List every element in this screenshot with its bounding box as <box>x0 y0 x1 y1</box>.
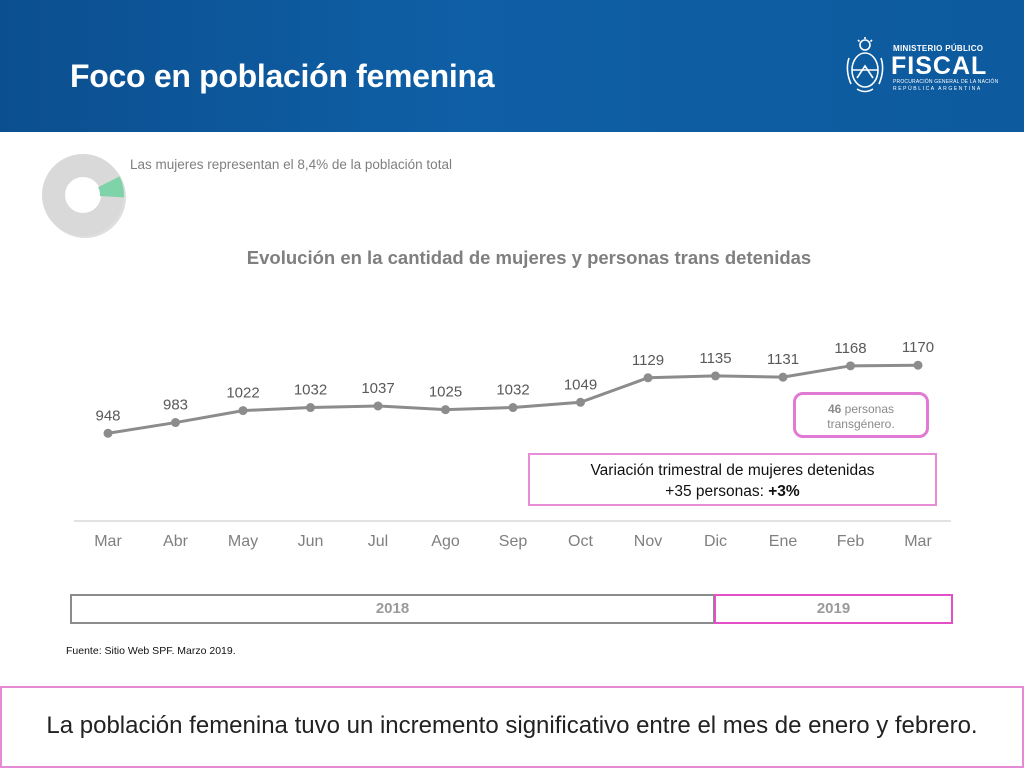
data-label-12: 1170 <box>902 339 934 356</box>
data-label-0: 948 <box>95 407 120 424</box>
data-label-7: 1049 <box>564 376 597 393</box>
data-label-10: 1131 <box>767 351 799 368</box>
data-label-1: 983 <box>163 397 188 414</box>
data-point-11 <box>846 361 855 371</box>
transgender-callout: 46 personas transgénero. <box>793 392 929 438</box>
data-label-5: 1025 <box>429 384 462 401</box>
coat-of-arms-icon <box>846 37 884 93</box>
donut-share-slice <box>98 176 124 198</box>
x-tick-label-5: Ago <box>431 533 460 550</box>
data-label-6: 1032 <box>496 382 529 399</box>
logo-line-ministerio: MINISTERIO PÚBLICO <box>893 44 984 53</box>
ministerio-logo: MINISTERIO PÚBLICO FISCAL PROCURACIÓN GE… <box>843 36 998 98</box>
x-tick-label-6: Sep <box>499 533 528 550</box>
x-tick-label-7: Oct <box>568 533 593 550</box>
x-tick-label-0: Mar <box>94 533 122 550</box>
chart-title: Evolución en la cantidad de mujeres y pe… <box>246 247 812 268</box>
data-point-3 <box>306 403 315 413</box>
conclusion-box: La población femenina tuvo un incremento… <box>0 686 1024 768</box>
logo-line-republica: REPÚBLICA ARGENTINA <box>893 86 982 92</box>
data-label-3: 1032 <box>294 382 327 399</box>
variation-line-1: Variación trimestral de mujeres detenida… <box>590 462 875 479</box>
x-tick-label-12: Mar <box>904 533 932 550</box>
data-point-10 <box>778 372 788 382</box>
logo-line-procuracion: PROCURACIÓN GENERAL DE LA NACIÓN <box>893 79 999 85</box>
period-2018: 2018 <box>70 594 715 624</box>
page-title: Foco en población femenina <box>70 58 495 94</box>
x-tick-label-11: Feb <box>837 533 865 550</box>
transgender-count: 46 <box>827 402 842 416</box>
data-label-2: 1022 <box>226 385 259 402</box>
x-tick-label-8: Nov <box>634 533 662 550</box>
transgender-text-1: personas <box>844 402 895 416</box>
data-point-1 <box>171 418 180 428</box>
data-point-0 <box>103 428 113 438</box>
source-note: Fuente: Sitio Web SPF. Marzo 2019. <box>66 645 236 657</box>
population-share-donut <box>42 154 126 238</box>
data-label-11: 1168 <box>834 340 866 357</box>
header-banner: Foco en población femenina MINISTERIO PÚ… <box>0 0 1024 132</box>
variation-persons: +35 personas: <box>665 483 769 500</box>
quarterly-variation-box: Variación trimestral de mujeres detenida… <box>528 453 937 506</box>
x-tick-label-2: May <box>228 533 258 550</box>
transgender-text-2: transgénero. <box>827 417 895 431</box>
data-point-9 <box>711 371 720 381</box>
period-2019: 2019 <box>714 594 953 624</box>
x-tick-label-10: Ene <box>769 533 798 550</box>
logo-line-fiscal: FISCAL <box>891 52 988 80</box>
data-point-12 <box>913 360 923 370</box>
x-tick-label-1: Abr <box>163 533 189 550</box>
data-point-6 <box>508 403 518 413</box>
data-point-7 <box>576 397 585 407</box>
data-point-8 <box>643 373 653 383</box>
data-label-4: 1037 <box>361 380 394 397</box>
data-label-8: 1129 <box>632 352 664 369</box>
donut-caption: Las mujeres representan el 8,4% de la po… <box>130 157 452 172</box>
data-point-2 <box>238 406 248 416</box>
data-point-5 <box>441 405 450 415</box>
x-tick-label-3: Jun <box>298 533 324 550</box>
data-point-4 <box>373 401 383 411</box>
x-tick-label-4: Jul <box>368 533 388 550</box>
x-tick-label-9: Dic <box>704 533 727 550</box>
variation-line-2: +35 personas: +3% <box>530 481 935 502</box>
variation-percent: +3% <box>768 483 800 500</box>
data-label-9: 1135 <box>699 350 731 367</box>
